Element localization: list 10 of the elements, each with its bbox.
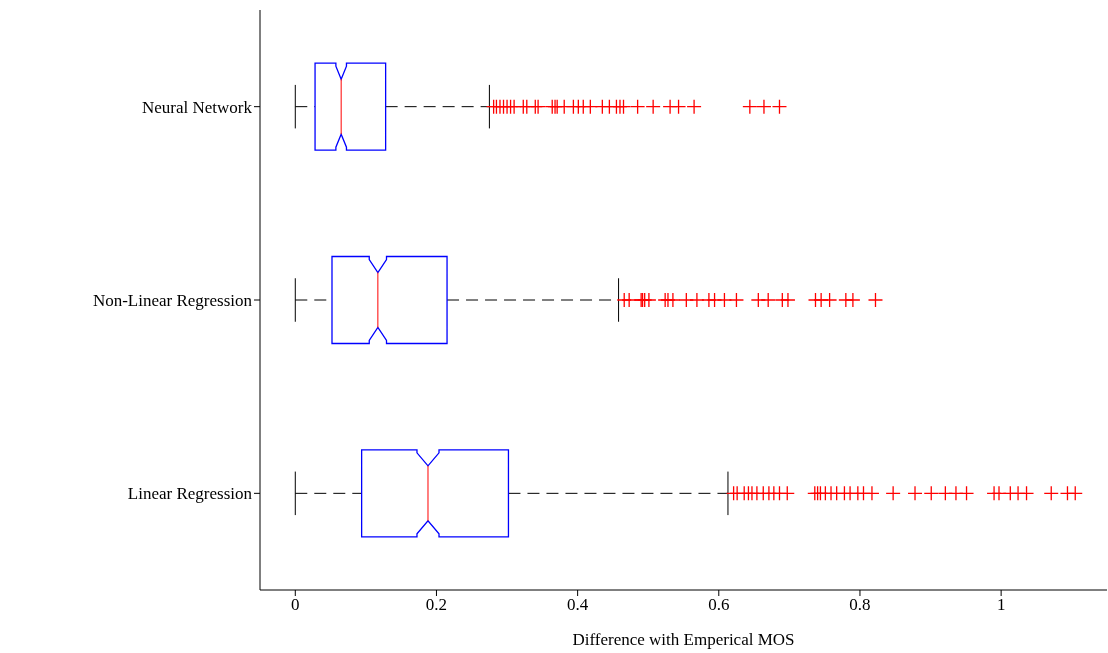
x-tick-label: 0.2 — [425, 595, 448, 615]
y-tick-label: Linear Regression — [127, 484, 253, 504]
x-tick-label: 0.8 — [849, 595, 871, 615]
x-tick-label: 1 — [996, 595, 1006, 615]
x-tick-label: 0.6 — [708, 595, 730, 615]
y-tick-label: Neural Network — [142, 97, 253, 117]
x-tick-label: 0.4 — [567, 595, 589, 615]
x-axis-title: Difference with Emperical MOS — [572, 630, 795, 649]
y-tick-label: Non-Linear Regression — [92, 291, 253, 311]
x-tick-label: 0 — [291, 595, 300, 615]
